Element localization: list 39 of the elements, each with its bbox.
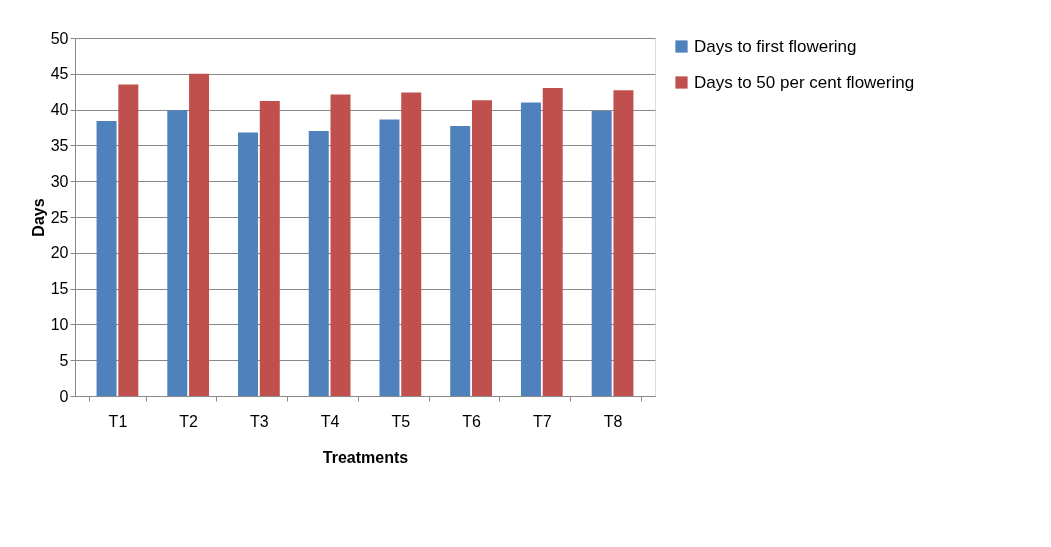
bar	[238, 132, 259, 396]
bar	[259, 101, 280, 396]
y-tick-label: 50	[50, 29, 69, 47]
bar	[308, 131, 329, 396]
x-tick-label: T8	[603, 412, 623, 430]
x-tick-label: T2	[179, 412, 199, 430]
bar	[591, 111, 612, 396]
x-tick-label: T6	[462, 412, 482, 430]
x-tick-label: T5	[391, 412, 411, 430]
bar	[167, 110, 188, 396]
y-tick-label: 10	[50, 315, 69, 333]
bar	[379, 119, 400, 396]
y-tick-label: 30	[50, 172, 69, 190]
bar	[330, 94, 351, 396]
y-tick-label: 5	[59, 351, 69, 369]
y-tick-label: 45	[50, 65, 69, 83]
x-tick-label: T7	[532, 412, 552, 430]
y-tick-label: 0	[59, 387, 69, 405]
x-tick-label: T3	[250, 412, 269, 430]
bar	[542, 88, 563, 396]
y-tick-label: 35	[50, 136, 69, 154]
y-axis-title: Days	[29, 198, 47, 237]
bar	[613, 90, 634, 396]
bar	[450, 126, 471, 396]
y-tick-label: 40	[50, 101, 69, 119]
bar	[189, 73, 210, 396]
bar	[471, 100, 492, 396]
legend-label: Days to 50 per cent flowering	[694, 72, 915, 92]
bar	[118, 84, 139, 396]
y-tick-label: 15	[50, 280, 69, 298]
x-tick-label: T1	[108, 412, 128, 430]
bar	[96, 121, 117, 396]
legend-label: Days to first flowering	[694, 36, 857, 56]
x-tick-label: T4	[320, 412, 340, 430]
x-axis-title: Treatments	[322, 448, 409, 466]
y-tick-label: 20	[50, 244, 69, 262]
y-tick-label: 25	[50, 208, 69, 226]
bar	[520, 102, 541, 396]
bar	[401, 92, 422, 396]
